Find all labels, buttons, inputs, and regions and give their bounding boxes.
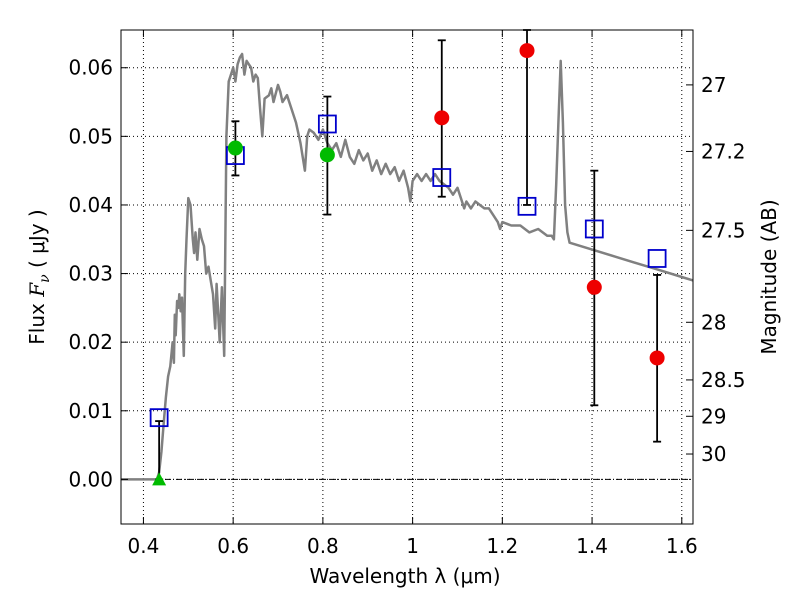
observed-red-point [586, 279, 602, 295]
y-axis-label: Flux Fν ( μJy ) [25, 209, 53, 344]
model-sed-group [121, 52, 694, 481]
x-axis-label: Wavelength λ (μm) [309, 564, 500, 588]
y-axis-label-suffix: ( μJy ) [25, 209, 49, 274]
y2-axis-label: Magnitude (AB) [757, 199, 781, 354]
x-tick-label: 0.8 [307, 534, 339, 558]
x-tick-label: 0.4 [128, 534, 160, 558]
grid-lines [121, 30, 693, 524]
model-photometry-square [432, 168, 452, 187]
x-tick-label: 0.6 [217, 534, 249, 558]
y-axis-label-symbol: F [25, 282, 49, 298]
observed-red-point [519, 43, 535, 59]
model-photometry-square [517, 196, 537, 216]
y2-tick-label: 28.5 [701, 368, 746, 392]
y2-tick-labels: 27 27.2 27.5 28 28.5 29 30 [701, 73, 746, 466]
y-tick-label: 0.00 [68, 467, 113, 491]
y-tick-label: 0.02 [68, 330, 113, 354]
observed-green-point [227, 140, 243, 156]
x-tick-label: 1 [406, 534, 419, 558]
upper-limit-triangle [152, 472, 167, 486]
y2-tick-label: 27 [701, 73, 726, 97]
model-sed-line [121, 52, 694, 481]
y-axis-label-prefix: Flux [25, 297, 49, 345]
y-tick-label: 0.05 [68, 124, 113, 148]
y2-tick-label: 30 [701, 442, 726, 466]
y-tick-label: 0.01 [68, 399, 113, 423]
error-bars-group [155, 29, 662, 481]
y-tick-label: 0.04 [68, 193, 113, 217]
y2-tick-label: 27.2 [701, 139, 746, 163]
y-tick-label: 0.03 [68, 262, 113, 286]
markers-group [149, 43, 667, 486]
y2-tick-label: 27.5 [701, 218, 746, 242]
y2-tick-label: 28 [701, 310, 726, 334]
y-tick-labels: 0.00 0.01 0.02 0.03 0.04 0.05 0.06 [68, 56, 113, 492]
model-photometry-square [584, 219, 604, 239]
observed-red-point [649, 350, 665, 366]
model-photometry-square [647, 249, 667, 268]
x-tick-labels: 0.4 0.6 0.8 1 1.2 1.4 1.6 [128, 534, 698, 558]
observed-red-point [434, 110, 450, 126]
model-photometry-square [149, 408, 169, 428]
x-tick-label: 1.4 [576, 534, 608, 558]
y-tick-label: 0.06 [68, 56, 113, 80]
model-photometry-square [317, 114, 337, 134]
x-tick-label: 1.2 [486, 534, 518, 558]
ticks-group [121, 30, 693, 524]
y-axis-label-sub: ν [37, 274, 53, 283]
observed-green-point [319, 147, 335, 163]
plot-frame [120, 29, 694, 525]
y2-tick-label: 29 [701, 404, 726, 428]
x-tick-label: 1.6 [666, 534, 698, 558]
